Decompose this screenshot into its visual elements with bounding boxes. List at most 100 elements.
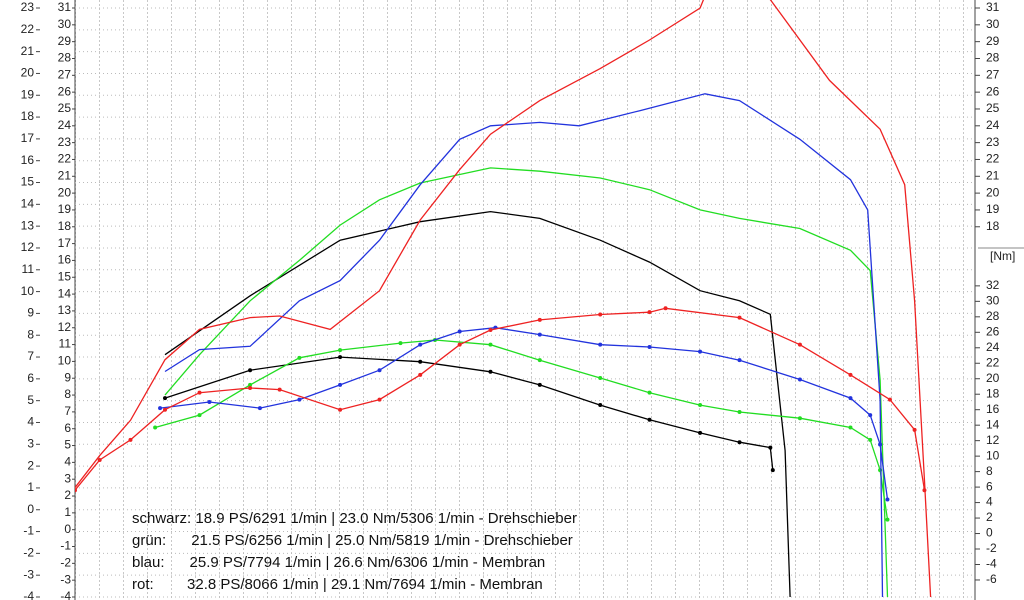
y-tick-label: -2 [60,556,71,570]
y-tick-label: 21 [21,44,35,58]
point [768,445,773,450]
point [97,458,102,463]
y-tick-label: 9 [27,306,34,320]
point [277,387,282,392]
point [418,342,423,347]
point [922,488,927,493]
y-tick-label: 24 [986,118,1000,132]
point [598,375,603,380]
y-tick-label: 5 [64,438,71,452]
y-tick-label: 25 [986,101,1000,115]
y-tick-label: 17 [21,131,35,145]
y-tick-label: 11 [22,262,35,276]
point [647,390,652,395]
point [698,403,703,408]
y3-axis-label: [Nm] [990,249,1015,263]
point [197,413,202,418]
grid: 23222120191817161514131211109876543210-1… [21,0,1000,600]
point [647,417,652,422]
y-tick-label: 28 [58,51,72,65]
y-tick-label: 26 [58,84,72,98]
y-tick-label: 13 [21,218,35,232]
point [848,425,853,430]
point [158,406,163,411]
y-tick-label: 23 [21,0,35,14]
y-tick-label: 16 [986,402,1000,416]
y-tick-label: 6 [27,371,34,385]
point [848,372,853,377]
point [377,397,382,402]
y-tick-label: 19 [58,202,72,216]
y-tick-label: 5 [27,393,34,407]
point [153,425,158,430]
y-tick-label: 22 [986,355,1000,369]
y-tick-label: 20 [21,66,35,80]
y-tick-label: 27 [986,67,1000,81]
point [338,355,343,360]
curve [164,167,889,598]
y-tick-label: 22 [58,152,72,166]
y-tick-label: 4 [64,455,71,469]
point [248,368,253,373]
y-tick-label: 8 [64,387,71,401]
y-tick-label: 30 [986,294,1000,308]
y-tick-label: 26 [986,84,1000,98]
y-tick-label: -1 [23,524,34,538]
y-tick-label: 2 [27,458,34,472]
y-tick-label: 28 [986,309,1000,323]
point [885,497,890,502]
point [598,403,603,408]
y-tick-label: 6 [64,421,71,435]
point [647,310,652,315]
y-tick-label: 18 [986,386,1000,400]
point [75,488,77,493]
y-tick-label: 23 [58,135,72,149]
curve [164,356,774,471]
y-tick-label: 8 [27,327,34,341]
point [338,382,343,387]
point [797,377,802,382]
point [698,349,703,354]
y-tick-label: 13 [58,303,72,317]
y-tick-label: -3 [23,567,34,581]
point [737,410,742,415]
y-tick-label: 26 [986,324,1000,338]
point [398,341,403,346]
y-tick-label: -4 [23,589,34,600]
point [197,390,202,395]
point [598,342,603,347]
point [163,407,167,412]
y-tick-label: 30 [986,17,1000,31]
point [418,359,423,364]
point [163,396,167,401]
y-tick-label: 8 [986,464,993,478]
point [868,437,873,442]
y-tick-label: 14 [58,286,72,300]
y-tick-label: 18 [986,219,1000,233]
y-tick-label: 21 [986,168,1000,182]
point [663,306,668,311]
point [207,399,212,404]
y-tick-label: 29 [58,34,72,48]
point [338,348,343,353]
point [848,396,853,401]
point [537,382,542,387]
point [797,416,802,421]
annotation: schwarz: 18.9 PS/6291 1/min | 23.0 Nm/53… [132,510,577,527]
y-tick-label: 3 [27,436,34,450]
y-tick-label: 22 [21,22,35,36]
point [488,369,493,374]
y-tick-label: 15 [21,175,35,189]
y-tick-label: -1 [60,539,71,553]
y-tick-label: 24 [986,340,1000,354]
y-tick-label: 4 [27,415,34,429]
annotation: blau: 25.9 PS/7794 1/min | 26.6 Nm/6306 … [132,554,545,571]
curves [75,0,932,598]
point [297,355,302,360]
point [598,312,603,317]
y-tick-label: -6 [986,572,997,586]
y-tick-label: -4 [60,589,71,600]
y-tick-label: 12 [21,240,35,254]
point [698,430,703,435]
y-tick-label: 10 [986,448,1000,462]
